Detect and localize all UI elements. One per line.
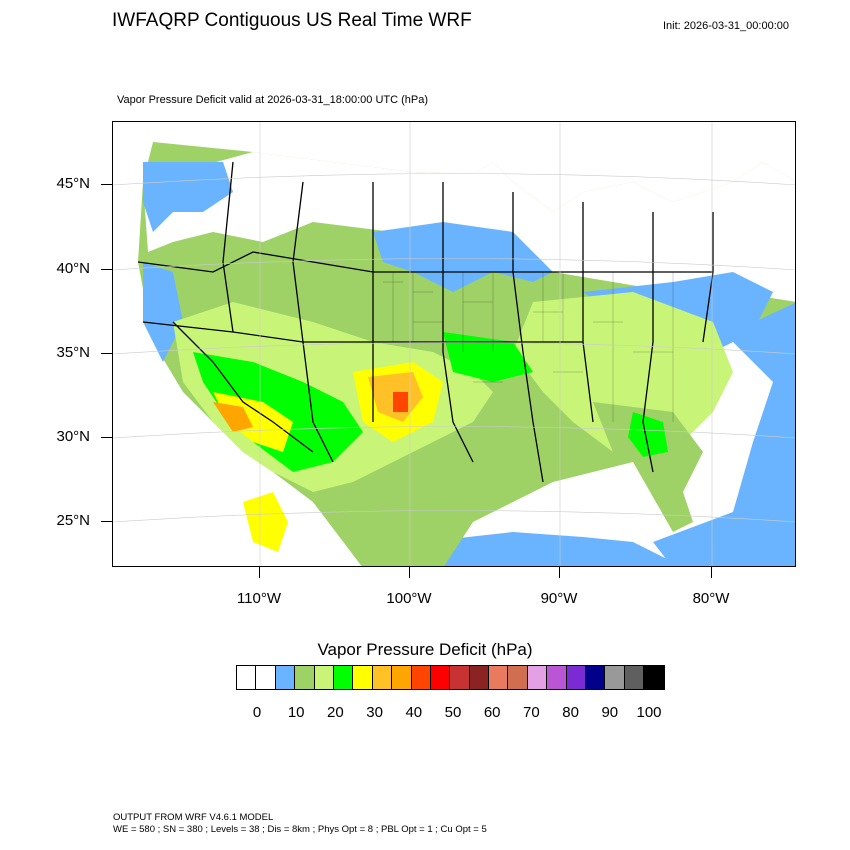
- lat-label-30: 30°N: [56, 428, 90, 445]
- lat-label-35: 35°N: [56, 344, 90, 361]
- lon-tick: [259, 567, 260, 578]
- lon-label-100w: 100°W: [386, 590, 432, 607]
- colorbar-swatch-13: [489, 666, 509, 689]
- init-time-label: Init: 2026-03-31_00:00:00: [663, 20, 789, 32]
- lat-label-45: 45°N: [56, 175, 90, 192]
- colorbar-title: Vapor Pressure Deficit (hPa): [317, 640, 533, 659]
- colorbar-swatch-1: [256, 666, 276, 689]
- colorbar-swatch-19: [605, 666, 625, 689]
- colorbar-label-70: 70: [523, 704, 540, 721]
- colorbar-swatch-8: [392, 666, 412, 689]
- lon-tick: [711, 567, 712, 578]
- lon-label-80w: 80°W: [692, 590, 730, 607]
- colorbar-label-60: 60: [483, 704, 501, 721]
- colorbar-label-40: 40: [405, 704, 423, 721]
- colorbar-label-0: 0: [252, 704, 262, 721]
- colorbar-swatch-21: [644, 666, 664, 689]
- colorbar-swatch-10: [430, 666, 451, 689]
- vpd-map[interactable]: [112, 121, 796, 567]
- arizona-orange: [213, 402, 253, 432]
- texas-red: [393, 392, 408, 412]
- colorbar-swatch-17: [566, 666, 587, 689]
- colorbar-label-20: 20: [327, 704, 344, 721]
- lat-tick: [101, 269, 112, 270]
- footer-line-1: OUTPUT FROM WRF V4.6.1 MODEL: [113, 812, 274, 823]
- lat-label-25: 25°N: [56, 512, 90, 529]
- colorbar-swatch-3: [295, 666, 315, 689]
- colorbar-label-100: 100: [636, 704, 662, 721]
- colorbar-label-80: 80: [562, 704, 579, 721]
- lat-tick: [101, 184, 112, 185]
- lat-label-40: 40°N: [56, 260, 90, 277]
- lat-tick: [101, 521, 112, 522]
- map-title: IWFAQRP Contiguous US Real Time WRF: [112, 10, 472, 31]
- colorbar-swatch-6: [353, 666, 373, 689]
- lon-tick: [409, 567, 410, 578]
- colorbar-swatch-14: [508, 666, 528, 689]
- colorbar-swatch-16: [547, 666, 567, 689]
- baja-yellow: [243, 492, 288, 552]
- plains-moist: [373, 222, 553, 292]
- county-boundaries: [383, 272, 674, 422]
- colorbar-swatch-5: [333, 666, 354, 689]
- gulf-moist-region: [413, 532, 673, 566]
- atlantic-moist-region: [653, 302, 795, 566]
- colorbar-swatch-4: [314, 666, 334, 689]
- oklahoma-green: [443, 332, 533, 382]
- colorbar-swatch-11: [450, 666, 470, 689]
- lat-tick: [101, 437, 112, 438]
- colorbar-label-90: 90: [601, 704, 619, 721]
- colorbar: [236, 665, 665, 690]
- colorbar-swatch-7: [372, 666, 393, 689]
- colorbar-swatch-18: [586, 666, 606, 689]
- colorbar-swatch-0: [237, 666, 257, 689]
- colorbar-swatch-15: [527, 666, 548, 689]
- georgia-green: [628, 412, 668, 457]
- lon-label-90w: 90°W: [540, 590, 578, 607]
- colorbar-swatch-12: [469, 666, 490, 689]
- lon-label-110w: 110°W: [236, 590, 282, 607]
- map-canvas: [113, 122, 795, 566]
- footer-line-2: WE = 580 ; SN = 380 ; Levels = 38 ; Dis …: [113, 824, 487, 835]
- lat-tick: [101, 353, 112, 354]
- west-coast-moist: [143, 262, 183, 362]
- colorbar-label-50: 50: [444, 704, 462, 721]
- colorbar-swatch-20: [624, 666, 645, 689]
- east-light-green: [513, 292, 733, 452]
- colorbar-swatch-2: [275, 666, 296, 689]
- colorbar-label-10: 10: [287, 704, 305, 721]
- model-info-footer: OUTPUT FROM WRF V4.6.1 MODEL WE = 580 ; …: [113, 812, 487, 836]
- colorbar-swatch-9: [411, 666, 431, 689]
- colorbar-label-30: 30: [366, 704, 383, 721]
- graticule: [113, 122, 795, 566]
- map-subtitle: Vapor Pressure Deficit valid at 2026-03-…: [117, 94, 429, 106]
- lon-tick: [559, 567, 560, 578]
